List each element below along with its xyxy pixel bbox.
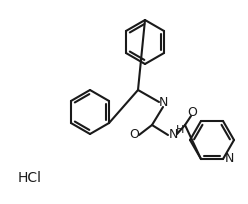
Text: O: O: [187, 105, 197, 119]
Text: N: N: [225, 152, 234, 165]
Text: N: N: [168, 129, 178, 142]
Text: HCl: HCl: [18, 171, 42, 185]
Text: N: N: [158, 96, 168, 110]
Text: O: O: [129, 129, 139, 142]
Text: H: H: [176, 125, 184, 135]
